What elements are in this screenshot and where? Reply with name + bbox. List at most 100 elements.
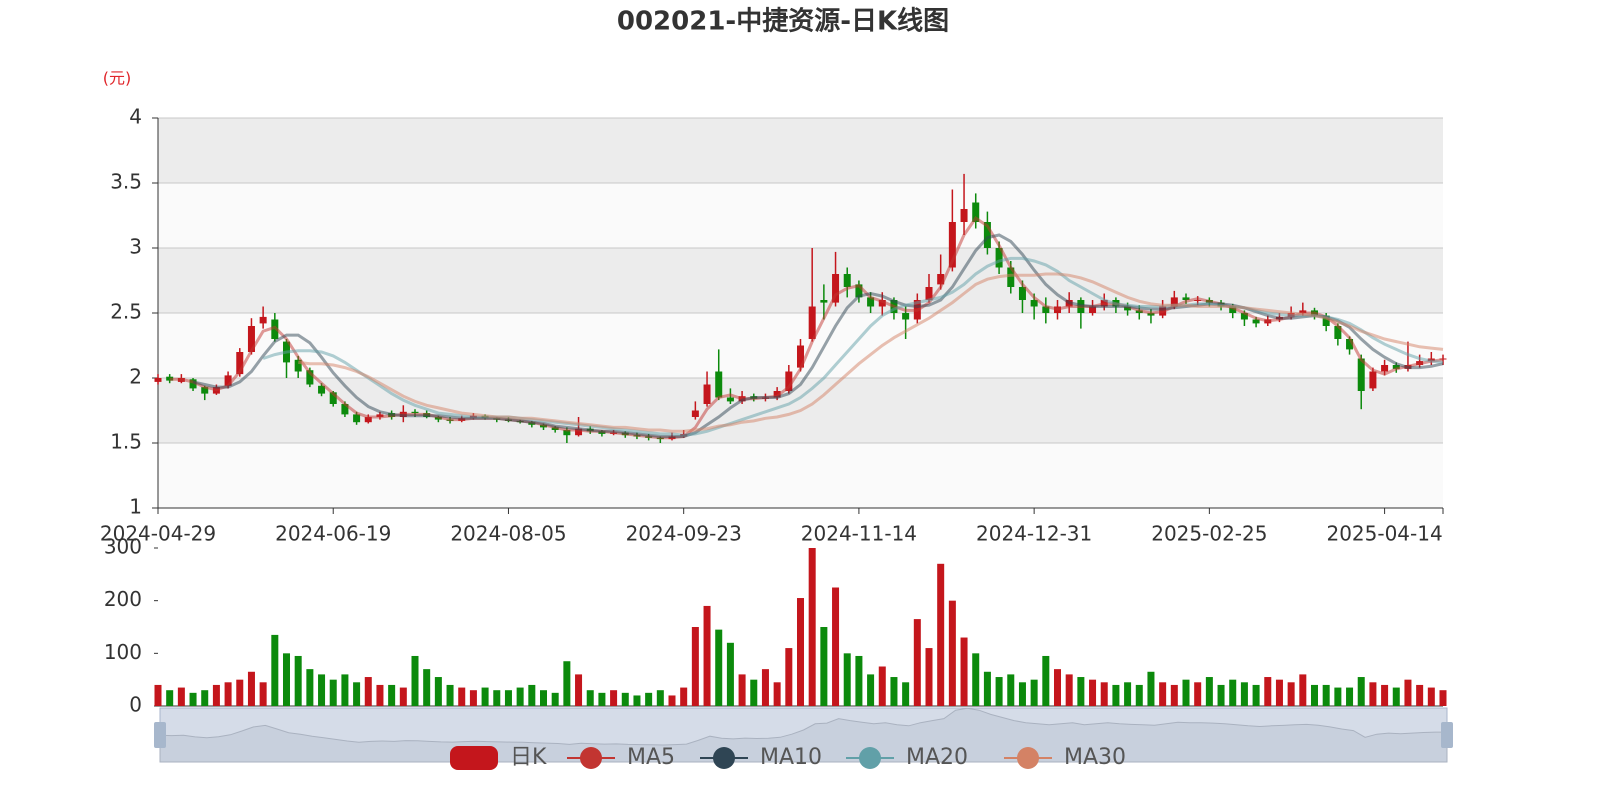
volume-bar: [1357, 677, 1365, 706]
volume-bar: [878, 666, 886, 706]
volume-bar: [913, 619, 921, 706]
volume-bar: [388, 684, 396, 706]
volume-bar: [715, 629, 723, 706]
volume-bar: [423, 669, 431, 706]
volume-bar: [575, 674, 583, 706]
split-area: [158, 248, 1443, 313]
volume-bar: [1392, 687, 1400, 706]
candle-body: [691, 410, 699, 417]
volume-bar: [586, 690, 594, 706]
legend-label: MA10: [760, 745, 822, 770]
candle-body: [878, 300, 886, 307]
candle-body: [353, 414, 361, 423]
candle-body: [1170, 297, 1178, 307]
candle-body: [960, 209, 968, 222]
volume-bar: [1217, 684, 1225, 706]
volume-bar: [539, 690, 548, 706]
chart-title: 002021-中捷资源-日K线图: [617, 7, 949, 37]
candle-body: [1439, 358, 1447, 360]
candle-body: [236, 352, 244, 375]
candle-body: [1369, 371, 1377, 389]
volume-bar: [1030, 679, 1038, 706]
candle-body: [154, 378, 162, 382]
volume-bar: [271, 634, 279, 706]
volume-bar: [983, 671, 991, 706]
split-area: [158, 118, 1443, 183]
volume-bar: [750, 679, 758, 706]
volume-bar: [738, 674, 746, 706]
volume-bar: [1252, 684, 1260, 706]
x-tick-label: 2024-11-14: [801, 522, 917, 546]
volume-bar: [259, 682, 267, 706]
volume-bar: [1334, 687, 1342, 706]
volume-bar: [189, 692, 197, 706]
split-area: [158, 183, 1443, 248]
candle-body: [1007, 267, 1015, 287]
volume-bar: [282, 653, 291, 706]
volume-bar: [808, 548, 816, 706]
candle-body: [773, 391, 781, 398]
candle-body: [983, 222, 991, 248]
volume-bar: [1182, 679, 1190, 706]
volume-bar: [1416, 684, 1424, 706]
volume-bar: [796, 598, 805, 706]
x-tick-label: 2024-09-23: [626, 522, 742, 546]
volume-bar: [446, 684, 454, 706]
volume-bar: [820, 627, 828, 706]
volume-bar: [399, 687, 407, 706]
candle-body: [796, 345, 805, 368]
volume-bar: [1053, 669, 1062, 706]
volume-bar: [1299, 674, 1307, 706]
volume-y-tick-label: 0: [129, 693, 142, 717]
volume-bar: [341, 674, 349, 706]
volume-bar: [703, 605, 711, 706]
volume-bar: [656, 690, 664, 706]
volume-bar: [306, 669, 314, 706]
volume-bar: [902, 682, 910, 706]
candle-body: [1381, 365, 1389, 372]
candle-body: [902, 313, 910, 320]
volume-bar: [469, 690, 477, 706]
volume-bar: [668, 695, 676, 706]
y-unit: (元): [103, 69, 132, 88]
candle-body: [972, 202, 980, 222]
volume-bar: [1089, 679, 1097, 706]
candle-body: [855, 284, 863, 298]
volume-bar: [1170, 684, 1178, 706]
volume-bar: [294, 655, 302, 706]
volume-bar: [1112, 684, 1120, 706]
candle-body: [867, 297, 875, 307]
y-tick-label: 1.5: [110, 430, 142, 454]
x-tick-label: 2024-04-29: [100, 522, 216, 546]
legend-icon: [713, 747, 735, 769]
volume-bar: [645, 692, 653, 706]
candle-body: [948, 222, 956, 268]
x-tick-label: 2024-06-19: [275, 522, 391, 546]
volume-bar: [960, 637, 968, 706]
y-tick-label: 4: [129, 105, 142, 129]
volume-bar: [353, 682, 361, 706]
candle-body: [820, 300, 828, 303]
volume-bar: [318, 674, 326, 706]
legend-icon: [859, 747, 881, 769]
volume-bar: [1346, 687, 1354, 706]
volume-bar: [1369, 682, 1377, 706]
volume-bar: [1205, 677, 1213, 706]
volume-bar: [1229, 679, 1237, 706]
volume-bar: [832, 587, 840, 706]
candle-body: [1030, 300, 1038, 307]
volume-bar: [1018, 682, 1026, 706]
volume-bar: [166, 690, 174, 706]
volume-bar: [972, 653, 980, 706]
candle-body: [318, 385, 326, 394]
volume-bar: [843, 653, 851, 706]
volume-bar: [493, 690, 501, 706]
y-tick-label: 3.5: [110, 170, 142, 194]
volume-bar: [925, 648, 933, 706]
candle-body: [1357, 358, 1365, 391]
volume-bar: [411, 655, 419, 706]
volume-bar: [329, 679, 337, 706]
volume-bar: [434, 677, 442, 706]
volume-bar: [1100, 682, 1108, 706]
